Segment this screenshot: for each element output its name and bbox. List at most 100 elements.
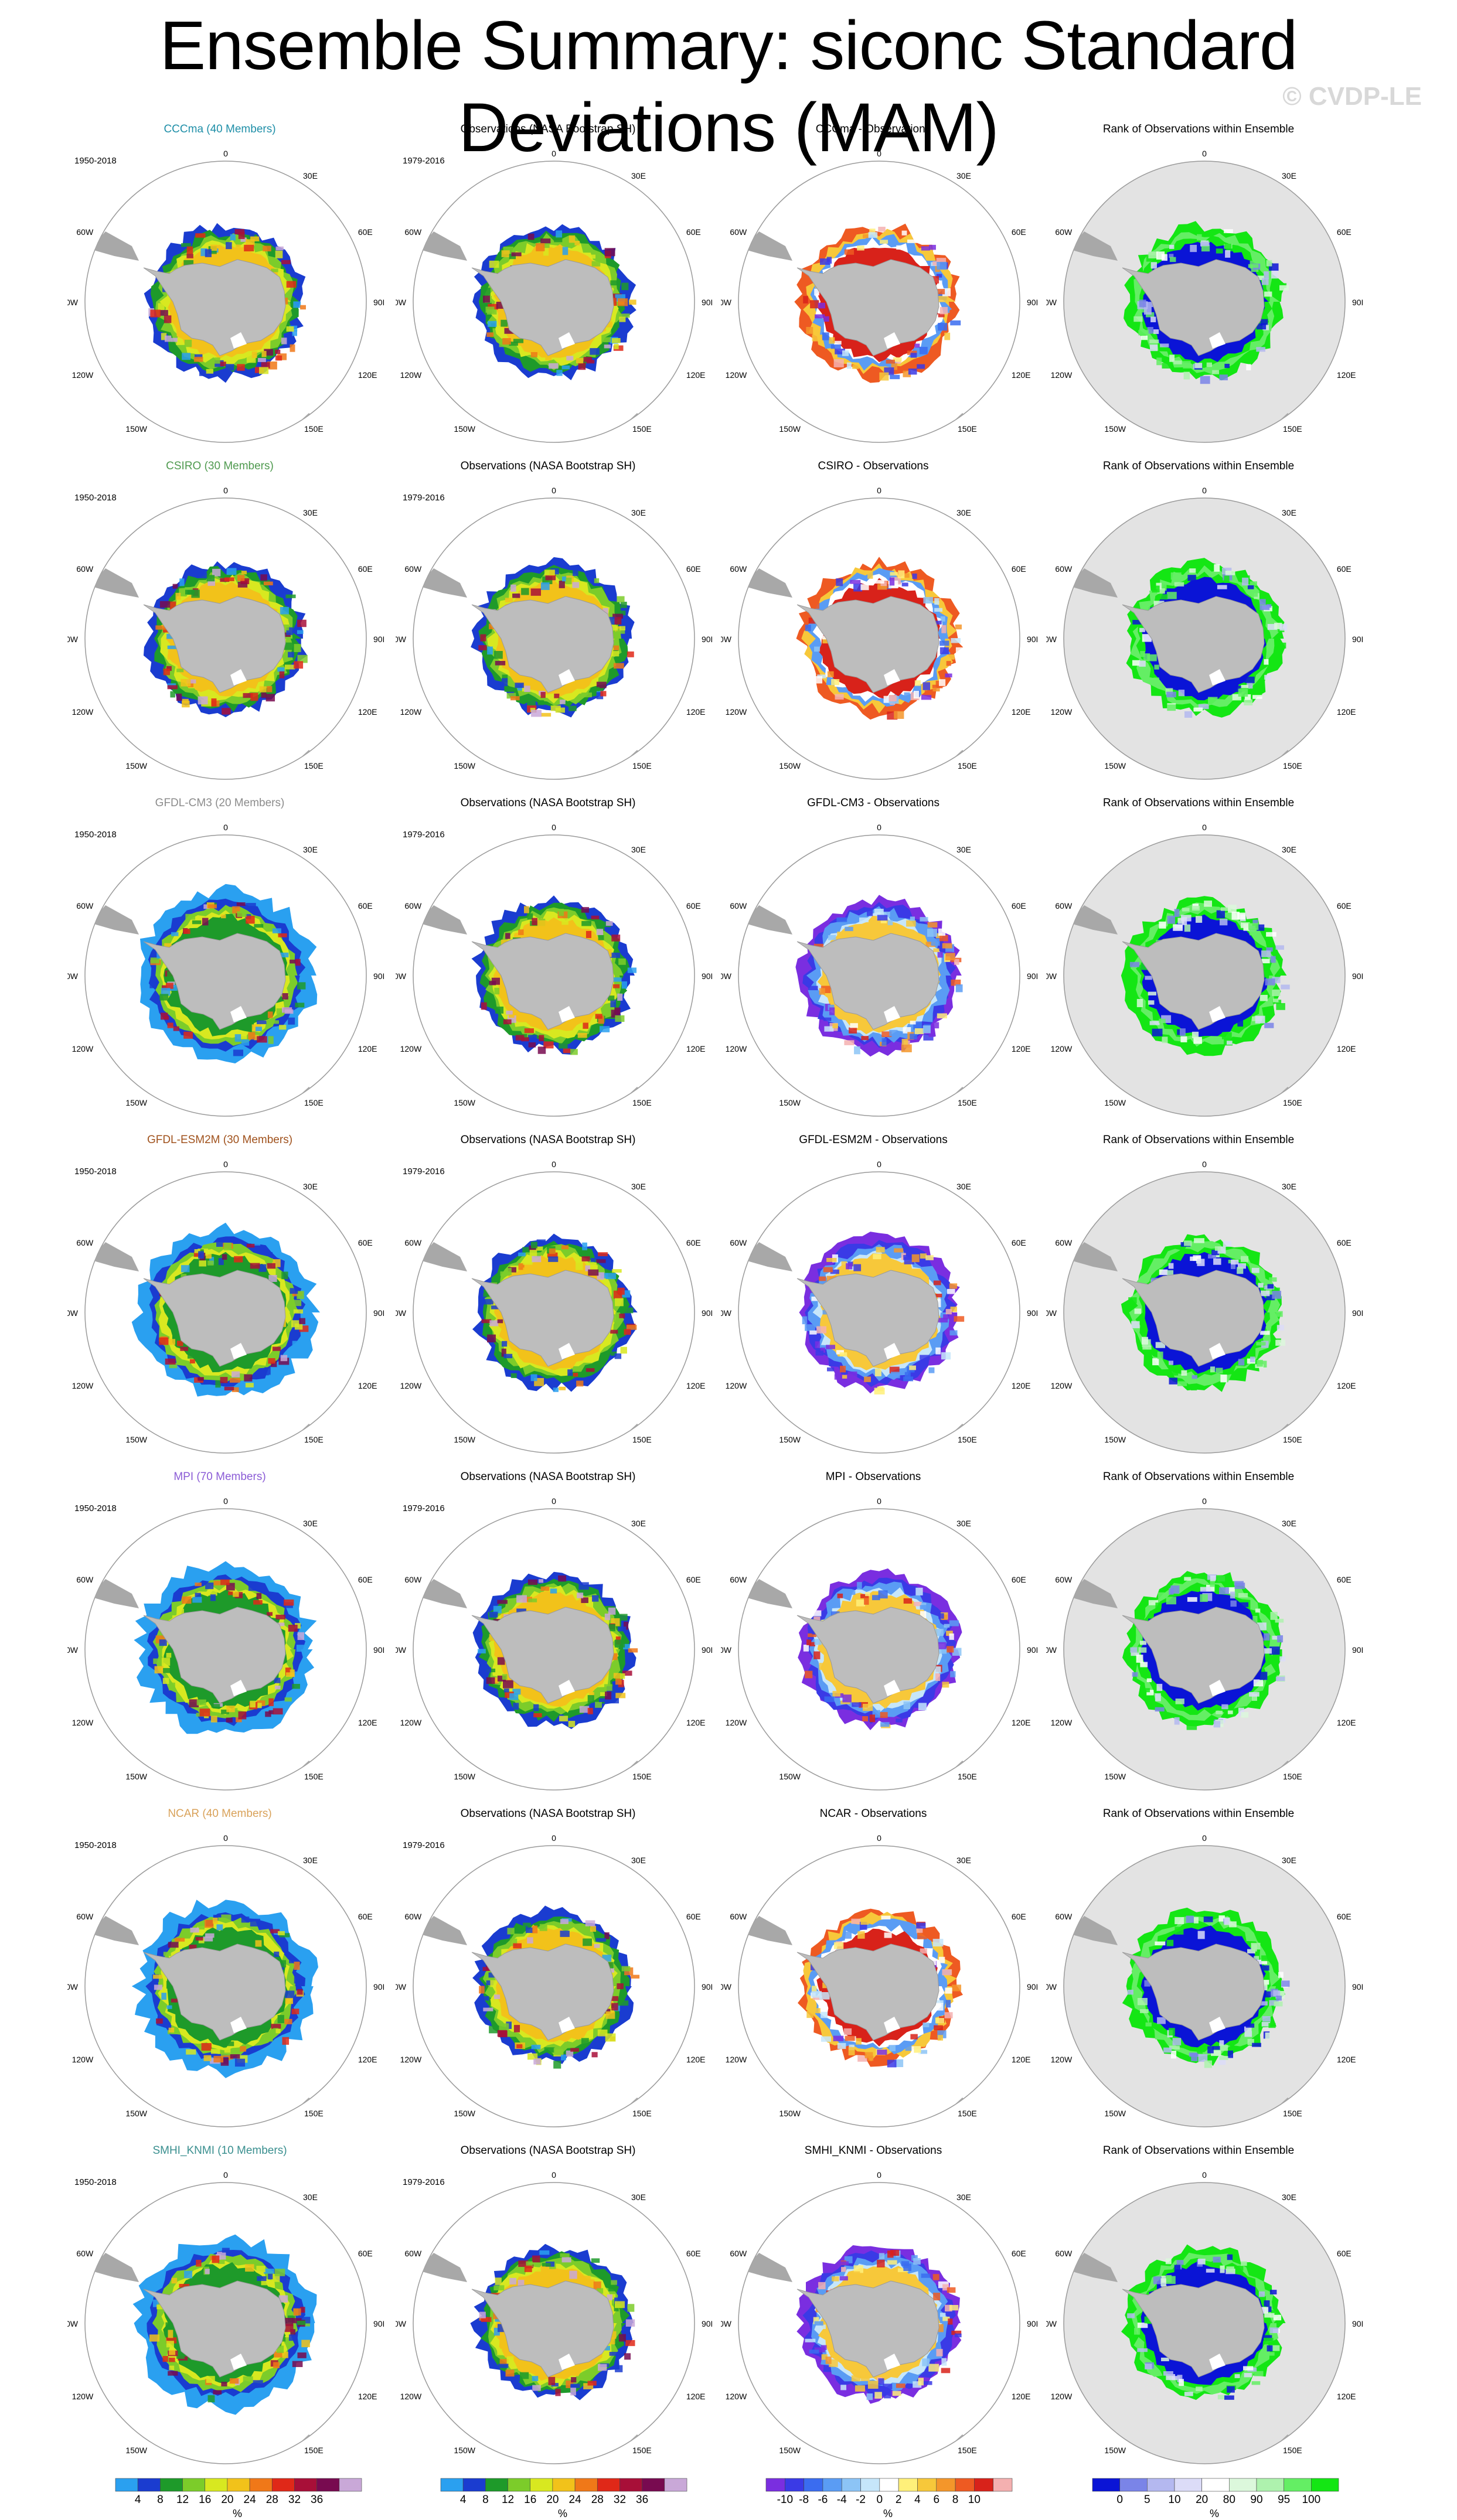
sea-ice-cell	[864, 2052, 873, 2058]
longitude-label: 90E	[1352, 971, 1363, 981]
sea-ice-cell	[949, 666, 955, 674]
sea-ice-cell	[823, 1267, 833, 1273]
longitude-label: 0	[223, 149, 228, 158]
sea-ice-cell	[581, 1256, 590, 1261]
sea-ice-cell	[297, 654, 308, 663]
map-panel-mpi-diff: MPI - Observations030E60E90E120E150E1801…	[721, 1471, 1055, 1799]
sea-ice-cell	[1176, 2260, 1184, 2265]
sea-ice-cell	[196, 572, 207, 579]
south-america-landmass	[418, 231, 467, 261]
sea-ice-cell	[270, 1929, 280, 1934]
sea-ice-cell	[268, 1710, 274, 1714]
sea-ice-cell	[494, 987, 500, 995]
sea-ice-cell	[1200, 376, 1210, 384]
sea-ice-cell	[947, 654, 955, 660]
sea-ice-cell	[214, 357, 220, 364]
sea-ice-cell	[610, 1653, 618, 1660]
sea-ice-cell	[918, 2378, 924, 2386]
sea-ice-cell	[1237, 1267, 1244, 1274]
longitude-label: 90W	[721, 1645, 732, 1655]
sea-ice-cell	[561, 365, 570, 370]
south-america-landmass	[418, 905, 467, 935]
sea-ice-cell	[265, 1711, 271, 1717]
ross-ice-shelf	[884, 2017, 900, 2033]
longitude-label: 60E	[686, 564, 701, 574]
antarctica-landmass	[1122, 933, 1265, 1030]
sea-ice-cell	[1169, 1360, 1174, 1365]
ross-ice-shelf	[1209, 1343, 1225, 1359]
sea-ice-cell	[281, 260, 291, 264]
island-landmass	[652, 744, 662, 752]
longitude-label: 90E	[702, 1308, 712, 1318]
sea-ice-cell	[596, 929, 604, 935]
sea-ice-cell	[1264, 2313, 1275, 2318]
sea-ice-cell	[806, 327, 813, 335]
sea-ice-cell	[624, 1329, 631, 1335]
sea-ice-cell	[611, 935, 621, 942]
sea-ice-cell	[1165, 2258, 1172, 2265]
period-label: 1979-2016	[403, 156, 445, 166]
longitude-label: 30E	[303, 2192, 318, 2202]
sea-ice-cell	[1134, 1308, 1141, 1314]
sea-ice-cell	[273, 2362, 280, 2368]
sea-ice-cell	[819, 1276, 826, 1281]
sea-ice-cell	[1140, 651, 1145, 657]
sea-ice-cell	[862, 1716, 869, 1721]
sea-ice-cell	[510, 1938, 518, 1946]
sea-ice-cell	[1190, 1256, 1199, 1261]
sea-ice-cell	[850, 2271, 860, 2278]
longitude-label: 90E	[1027, 298, 1037, 307]
sea-ice-cell	[905, 2045, 912, 2051]
sea-ice-cell	[559, 581, 565, 588]
sea-ice-cell	[1203, 1916, 1213, 1922]
sea-ice-cell	[1270, 2345, 1280, 2351]
longitude-label: 30E	[631, 171, 646, 180]
sea-ice-cell	[1159, 921, 1166, 929]
sea-ice-cell	[495, 1007, 504, 1014]
sea-ice-cell	[213, 2390, 222, 2395]
sea-ice-cell	[606, 321, 612, 328]
sea-ice-cell	[195, 354, 203, 359]
sea-ice-cell	[206, 2376, 215, 2383]
sea-ice-cell	[813, 1651, 821, 1659]
sea-ice-cell	[278, 952, 289, 958]
sea-ice-cell	[610, 952, 621, 958]
sea-ice-cell	[271, 1360, 277, 1368]
sea-ice-cell	[530, 1374, 537, 1382]
sea-ice-cell	[193, 357, 203, 362]
sea-ice-cell	[1267, 623, 1277, 630]
sea-ice-cell	[581, 920, 592, 926]
sea-ice-cell	[627, 651, 634, 657]
sea-ice-cell	[878, 227, 886, 232]
sea-ice-cell	[1159, 1018, 1166, 1023]
sea-ice-cell	[503, 1353, 513, 1359]
sea-ice-cell	[853, 584, 863, 592]
sea-ice-cell	[1150, 316, 1156, 322]
sea-ice-cell	[574, 241, 580, 245]
sea-ice-cell	[1153, 677, 1159, 683]
map-panel-ncar-ens: NCAR (40 Members)1950-2018030E60E90E120E…	[67, 1808, 401, 2136]
sea-ice-cell	[1169, 1372, 1179, 1376]
sea-ice-cell	[1142, 603, 1150, 611]
sea-ice-cell	[934, 598, 939, 605]
sea-ice-cell	[254, 1035, 259, 1041]
sea-ice-cell	[521, 588, 529, 595]
sea-ice-cell	[935, 1666, 941, 1673]
difference-panel-title: GFDL-CM3 - Observations	[807, 797, 939, 809]
sea-ice-cell	[277, 667, 285, 672]
island-landmass	[978, 1418, 987, 1426]
sea-ice-cell	[828, 935, 836, 940]
sea-ice-cell	[573, 569, 578, 577]
ensemble-panel-title: SMHI_KNMI (10 Members)	[152, 2144, 287, 2157]
colorbar-swatch	[619, 2478, 642, 2492]
sea-ice-cell	[813, 1995, 822, 2000]
south-america-landmass	[1068, 2253, 1118, 2282]
antarctica-landmass	[1122, 2280, 1265, 2378]
sea-ice-cell	[491, 1305, 501, 1310]
sea-ice-cell	[176, 2354, 185, 2359]
sea-ice-cell	[1161, 2357, 1169, 2362]
sea-ice-cell	[1134, 2328, 1141, 2335]
sea-ice-cell	[169, 1363, 178, 1369]
sea-ice-cell	[1194, 1238, 1204, 1243]
sea-ice-cell	[285, 1990, 295, 1999]
